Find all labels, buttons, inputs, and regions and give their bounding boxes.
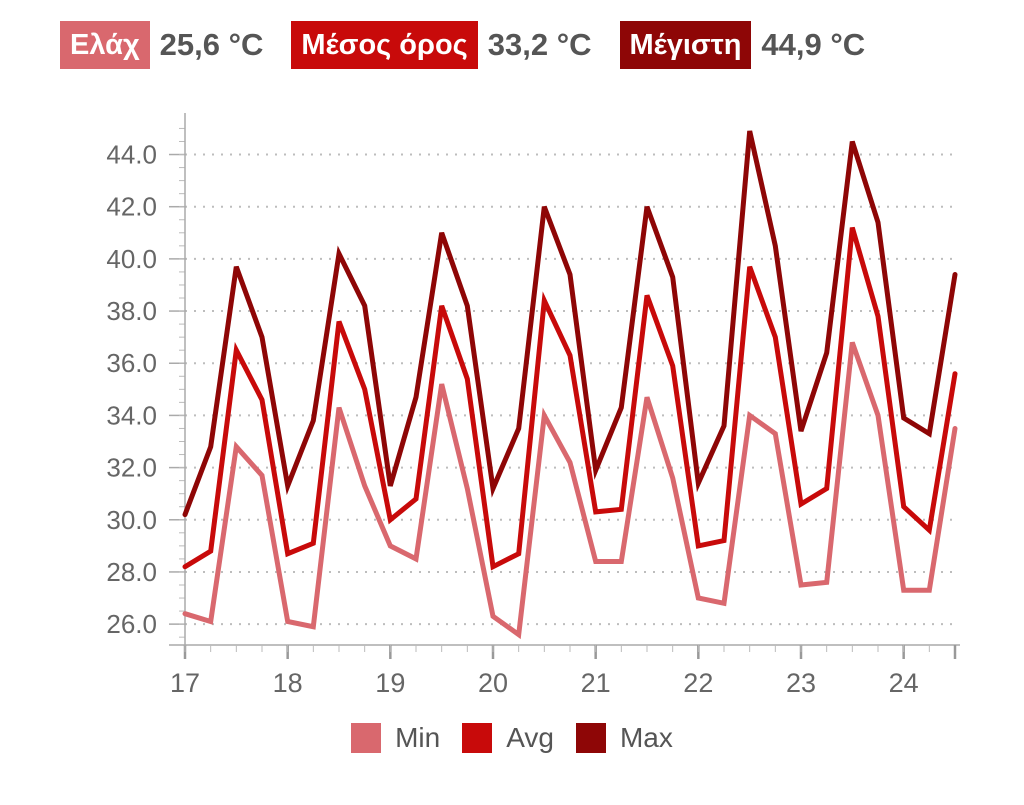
summary-bar: Ελάχ 25,6 °C Μέσος όρος 33,2 °C Μέγιστη … (60, 20, 893, 70)
y-tick-label: 26.0 (106, 609, 157, 639)
y-tick-label: 32.0 (106, 453, 157, 483)
max-stat: Μέγιστη 44,9 °C (619, 21, 866, 69)
series-line-avg (182, 226, 958, 571)
x-tick-label: 20 (478, 668, 508, 698)
min-badge: Ελάχ (60, 21, 150, 69)
legend-swatch (351, 723, 382, 753)
max-badge: Μέγιστη (619, 21, 752, 69)
x-tick-label: 24 (889, 668, 919, 698)
avg-stat: Μέσος όρος 33,2 °C (291, 21, 592, 69)
x-tick-label: 23 (786, 668, 816, 698)
x-tick-label: 17 (170, 668, 200, 698)
series-line-min (182, 341, 958, 640)
max-value: 44,9 °C (761, 27, 866, 62)
legend-label: Max (619, 722, 673, 753)
x-tick-label: 18 (273, 668, 303, 698)
y-tick-label: 30.0 (106, 505, 157, 535)
min-stat: Ελάχ 25,6 °C (60, 21, 263, 69)
legend-label: Min (395, 722, 441, 753)
legend-item-min[interactable]: Min (351, 722, 440, 754)
y-tick-label: 34.0 (106, 400, 157, 430)
chart-legend: Min Avg Max (0, 722, 1024, 754)
x-tick-label: 19 (375, 668, 405, 698)
avg-value: 33,2 °C (487, 27, 592, 62)
legend-item-max[interactable]: Max (575, 722, 673, 754)
legend-swatch (575, 723, 606, 753)
series-line-max (182, 130, 958, 518)
avg-badge: Μέσος όρος (291, 21, 478, 69)
legend-swatch (462, 723, 493, 753)
x-tick-label: 21 (581, 668, 611, 698)
y-tick-label: 42.0 (106, 192, 157, 222)
min-value: 25,6 °C (159, 27, 264, 62)
y-tick-label: 38.0 (106, 296, 157, 326)
x-tick-label: 22 (683, 668, 713, 698)
y-tick-label: 36.0 (106, 348, 157, 378)
legend-item-avg[interactable]: Avg (462, 722, 554, 754)
legend-label: Avg (506, 722, 554, 753)
y-tick-label: 28.0 (106, 557, 157, 587)
y-tick-label: 44.0 (106, 140, 157, 170)
temperature-chart: 26.0 28.0 30.0 32.0 34.0 36.0 38.0 40.0 42.0 44.0… (106, 113, 960, 698)
y-tick-label: 40.0 (106, 244, 157, 274)
